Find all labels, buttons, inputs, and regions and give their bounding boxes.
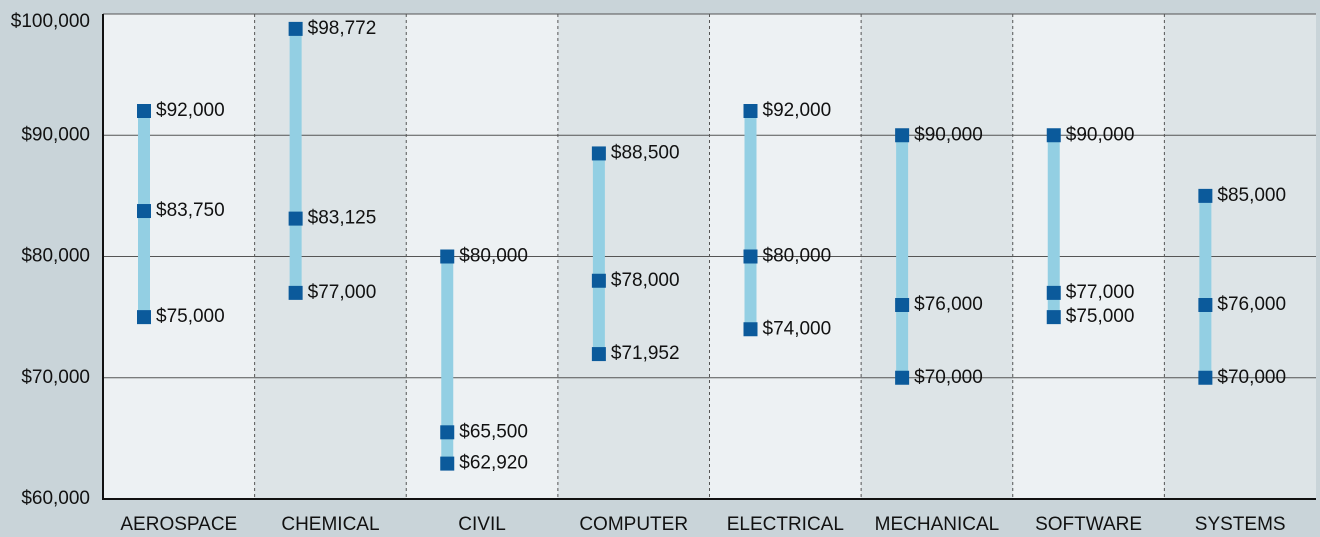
value-label: $76,000 [914,294,983,315]
x-tick-label: SOFTWARE [1035,514,1142,535]
marker [591,146,606,161]
marker [137,104,151,118]
marker [895,128,910,143]
marker [137,204,151,219]
value-label: $88,500 [611,142,680,163]
range-bar [592,153,605,355]
value-label: $83,125 [308,208,377,229]
x-tick-label: ELECTRICAL [727,514,844,535]
marker [1198,188,1213,203]
x-tick-label: MECHANICAL [875,514,1000,535]
value-label: $70,000 [914,367,983,388]
value-label: $70,000 [1217,367,1286,388]
value-label: $85,000 [1217,185,1286,206]
value-label: $74,000 [763,318,832,339]
y-tick-label: $70,000 [21,367,90,388]
value-label: $77,000 [1066,282,1135,303]
marker [1046,285,1061,300]
value-label: $71,952 [611,343,680,364]
value-label: $75,000 [156,306,225,327]
marker [1046,128,1061,143]
range-bar [1047,135,1060,318]
range-bar [441,256,454,464]
value-label: $62,920 [459,453,528,474]
y-tick-label: $90,000 [21,124,90,145]
marker [743,104,758,118]
range-bar [1199,195,1212,378]
range-bar [289,28,302,293]
marker [288,21,303,36]
value-label: $80,000 [459,246,528,267]
value-label: $90,000 [914,124,983,145]
value-label: $92,000 [763,100,832,121]
value-label: $90,000 [1066,124,1135,145]
x-tick-label: SYSTEMS [1195,514,1286,535]
marker [895,298,910,312]
marker [743,249,758,264]
y-tick-label: $100,000 [11,11,90,32]
marker [288,211,303,226]
y-tick-label: $60,000 [21,488,90,509]
marker [288,285,303,300]
value-label: $75,000 [1066,306,1135,327]
x-tick-label: COMPUTER [579,514,688,535]
marker [1198,370,1213,385]
marker [137,310,151,325]
x-tick-label: CIVIL [458,514,506,535]
marker [440,425,455,440]
value-label: $83,750 [156,200,225,221]
range-bar [744,111,757,330]
value-label: $92,000 [156,100,225,121]
marker [1198,298,1213,312]
value-label: $77,000 [308,282,377,303]
value-label: $65,500 [459,421,528,442]
marker [440,249,455,264]
x-tick-label: AEROSPACE [120,514,237,535]
marker [591,347,606,362]
marker [743,322,758,337]
marker [1046,310,1061,325]
range-bar [896,135,909,378]
marker [440,456,455,471]
marker [895,370,910,385]
y-tick-label: $80,000 [21,246,90,267]
marker [591,273,606,288]
value-label: $98,772 [308,18,377,39]
value-label: $78,000 [611,270,680,291]
x-tick-label: CHEMICAL [281,514,379,535]
value-label: $80,000 [763,246,832,267]
value-label: $76,000 [1217,294,1286,315]
